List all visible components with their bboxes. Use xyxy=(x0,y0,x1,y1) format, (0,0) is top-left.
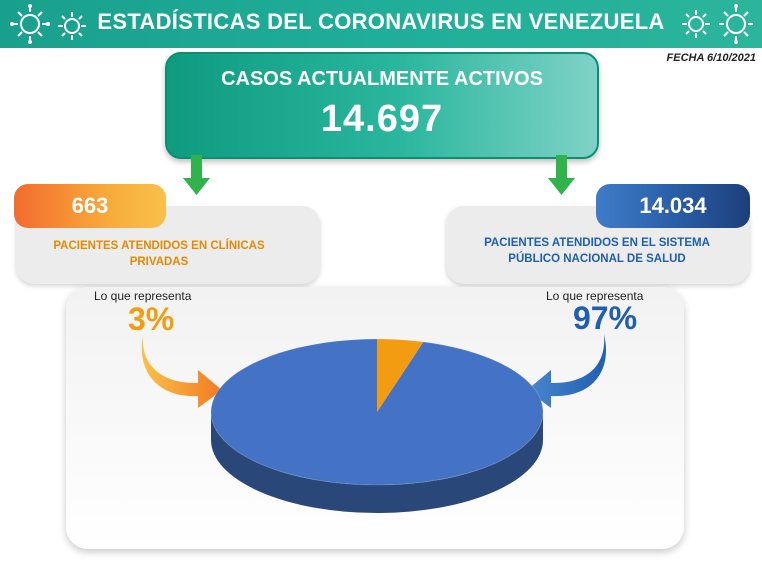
virus-icon xyxy=(10,4,50,44)
page-title: ESTADÍSTICAS DEL CORONAVIRUS EN VENEZUEL… xyxy=(97,9,665,34)
pie-rim xyxy=(210,338,544,486)
pie-slice-public xyxy=(210,339,543,485)
virus-icon xyxy=(58,12,86,40)
report-date: FECHA 6/10/2021 xyxy=(666,52,756,64)
active-cases-value: 14.697 xyxy=(320,98,444,140)
virus-icon xyxy=(719,4,753,44)
active-cases-title: CASOS ACTUALMENTE ACTIVOS xyxy=(221,68,543,90)
public-count-badge: 14.034 xyxy=(596,184,750,228)
private-count-badge: 663 xyxy=(14,184,166,228)
header-banner: ESTADÍSTICAS DEL CORONAVIRUS EN VENEZUEL… xyxy=(0,0,762,48)
private-clinics-label: PACIENTES ATENDIDOS EN CLÍNICAS PRIVADAS xyxy=(53,240,265,268)
virus-icon xyxy=(682,10,710,38)
private-represents-label: Lo que representa xyxy=(94,289,192,303)
private-percent: 3% xyxy=(128,301,175,337)
public-represents-label: Lo que representa xyxy=(546,289,644,303)
active-cases-card: CASOS ACTUALMENTE ACTIVOS 14.697 xyxy=(165,52,599,159)
pie-slice-private xyxy=(377,339,424,412)
public-system-label: PACIENTES ATENDIDOS EN EL SISTEMA PÚBLIC… xyxy=(484,237,710,265)
public-percent: 97% xyxy=(573,300,638,336)
pie-side-wall xyxy=(211,412,543,513)
